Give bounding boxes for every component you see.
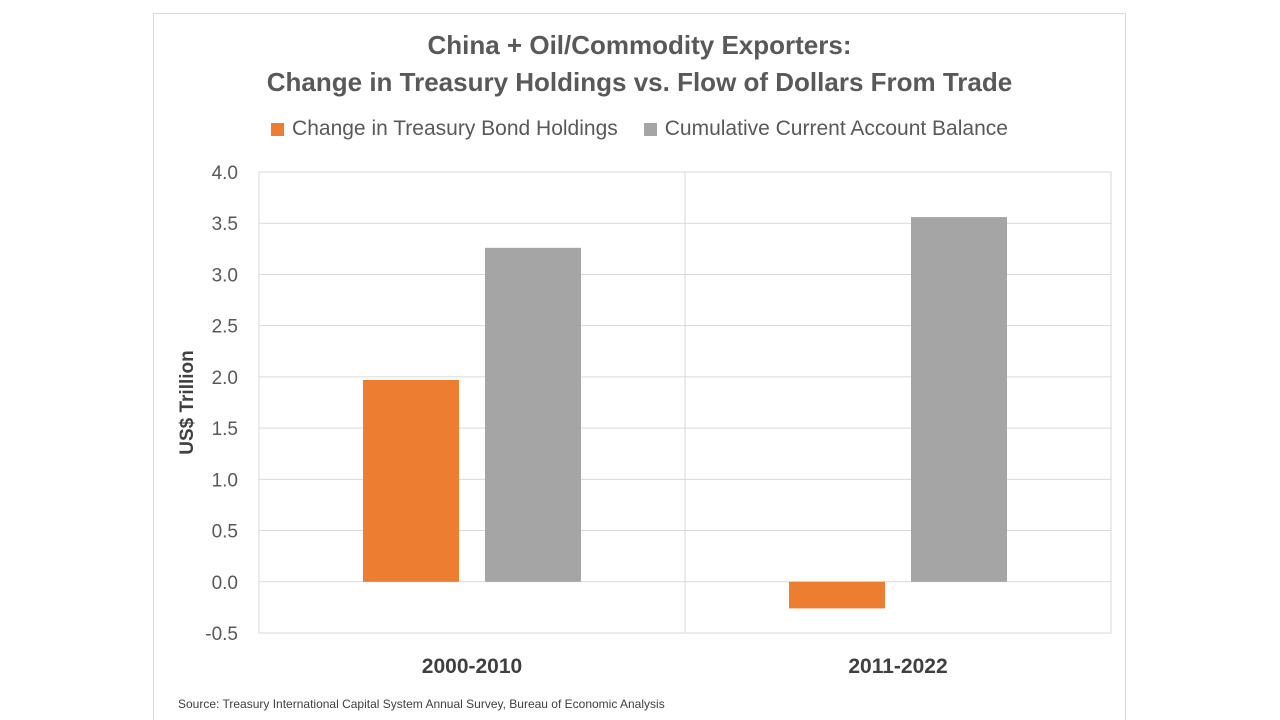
bar-treasury-2 <box>789 581 885 609</box>
bar-current-account-2 <box>911 217 1007 582</box>
bar-treasury-1 <box>363 379 459 582</box>
y-tick-label: 1.0 <box>212 470 238 491</box>
y-tick-label: 0.0 <box>212 573 238 594</box>
y-tick-label: 4.0 <box>212 163 238 184</box>
legend-label-current-account: Cumulative Current Account Balance <box>664 117 1008 140</box>
x-category-label: 2000-2010 <box>422 655 522 678</box>
source-note: Source: Treasury International Capital S… <box>178 697 665 711</box>
y-tick-label: 2.5 <box>212 317 238 338</box>
y-tick-label: 1.5 <box>212 419 238 440</box>
y-axis-label: US$ Trillion <box>177 350 198 455</box>
legend-swatch-treasury <box>271 122 285 136</box>
legend-item-current-account: Cumulative Current Account Balance <box>643 117 1008 141</box>
legend-swatch-current-account <box>643 122 657 136</box>
y-tick-label: 3.0 <box>212 265 238 286</box>
x-category-label: 2011-2022 <box>848 655 947 678</box>
y-tick-label: 2.0 <box>212 368 238 389</box>
y-tick-label: 0.5 <box>212 522 238 543</box>
bar-current-account-1 <box>485 247 581 582</box>
y-tick-label: -0.5 <box>205 624 238 645</box>
chart-title-line1: China + Oil/Commodity Exporters: <box>427 30 852 60</box>
y-tick-label: 3.5 <box>212 214 238 235</box>
legend-label-treasury: Change in Treasury Bond Holdings <box>292 117 618 140</box>
legend-item-treasury: Change in Treasury Bond Holdings <box>271 117 618 141</box>
legend: Change in Treasury Bond Holdings Cumulat… <box>153 117 1126 141</box>
chart-title-line2: Change in Treasury Holdings vs. Flow of … <box>266 67 1013 97</box>
